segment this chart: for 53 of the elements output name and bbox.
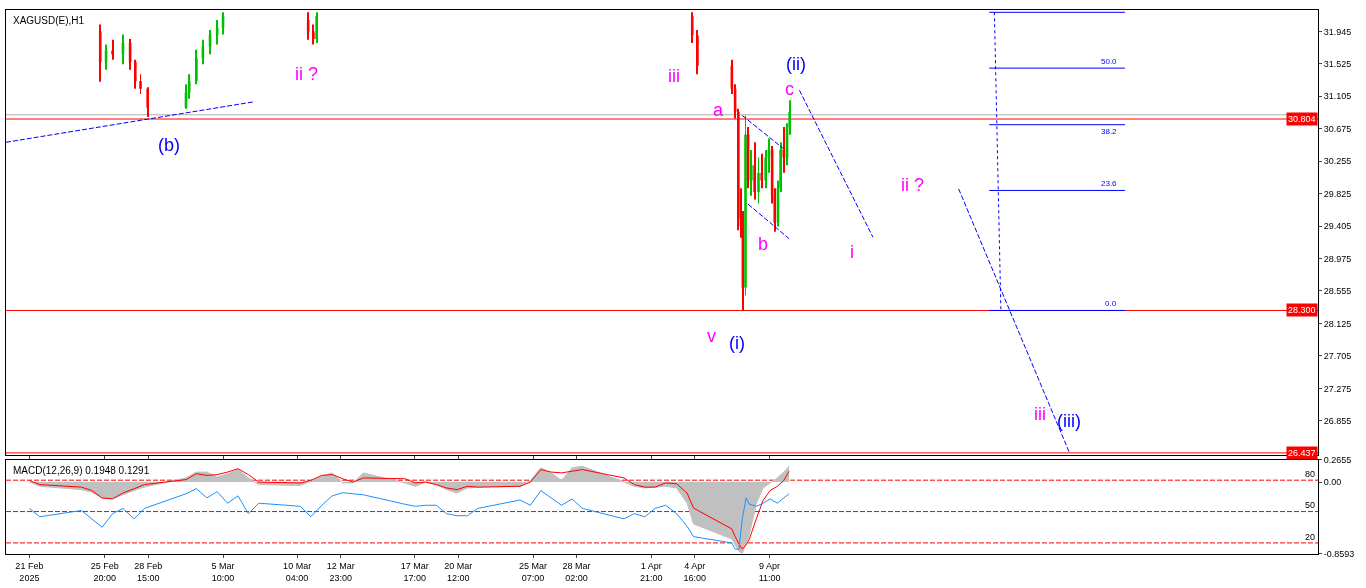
y-tick-label: 27.275	[1323, 384, 1352, 394]
annotation: i	[850, 242, 854, 262]
annotation: ii ?	[295, 64, 319, 84]
y-tick-label: 28.555	[1323, 286, 1352, 297]
y2-tick-label: 20	[1304, 531, 1315, 542]
annotation: 50.0	[1101, 57, 1118, 66]
y2-tick-label: 80	[1304, 469, 1315, 480]
annotation: iii	[1034, 404, 1046, 424]
annotation: (b)	[158, 135, 180, 155]
y-tick-label: 31.105	[1323, 91, 1352, 102]
x-tick-label: 20 Mar 12:00	[444, 560, 473, 583]
x-tick-label: 28 Feb 15:00	[134, 560, 163, 583]
annotation: 0.0	[1105, 299, 1117, 308]
annotation: v	[707, 326, 716, 346]
ref-line-label: 26.437	[1288, 448, 1316, 458]
y-tick-label: 28.125	[1323, 319, 1352, 330]
annotation: 38.2	[1101, 127, 1118, 136]
y-tick-label: 0.00	[1323, 477, 1342, 488]
x-tick-label: 25 Feb 20:00	[90, 560, 119, 583]
annotation: b	[758, 234, 769, 254]
y-tick-label: 30.675	[1323, 124, 1352, 135]
y2-tick-label: 50	[1304, 500, 1315, 511]
x-tick-label: 12 Mar 23:00	[326, 560, 355, 583]
x-tick-label: 25 Mar 07:00	[519, 560, 548, 583]
y-tick-label: 28.975	[1323, 254, 1352, 265]
annotation: (ii)	[786, 54, 806, 74]
x-tick-label: 17 Mar 17:00	[400, 560, 429, 583]
x-tick-label: 21 Feb 2025	[15, 560, 44, 583]
y-tick-label: 29.825	[1323, 189, 1352, 200]
x-tick-label: 1 Apr 21:00	[640, 560, 663, 583]
ref-line-label: 30.804	[1288, 114, 1316, 124]
x-tick-label: 5 Mar 10:00	[211, 560, 235, 583]
x-tick-label: 10 Mar 04:00	[283, 560, 312, 583]
y-tick-label: 26.855	[1323, 416, 1352, 427]
annotation: c	[785, 79, 794, 99]
y-tick-label: 27.705	[1323, 351, 1352, 362]
y-tick-label: 30.255	[1323, 156, 1352, 167]
text: XAGUSD(E),H1	[13, 15, 85, 26]
annotation: a	[713, 100, 724, 120]
y-tick-label: 0.2655	[1323, 455, 1352, 466]
y-tick-label: 31.945	[1323, 26, 1352, 37]
annotation: (iii)	[1057, 411, 1081, 431]
annotation: iii	[668, 66, 680, 86]
x-tick-label: 28 Mar 02:00	[562, 560, 591, 583]
annotation: 23.6	[1101, 179, 1118, 188]
y-tick-label: -0.8593	[1323, 549, 1355, 560]
annotation: ii ?	[901, 175, 925, 195]
x-tick-label: 4 Apr 16:00	[683, 560, 707, 583]
annotation: (i)	[729, 333, 745, 353]
x-tick-label: 9 Apr 11:00	[758, 560, 781, 583]
y-tick-label: 31.525	[1323, 59, 1352, 70]
ref-line-label: 28.300	[1288, 305, 1316, 315]
y-tick-label: 29.405	[1323, 221, 1352, 232]
